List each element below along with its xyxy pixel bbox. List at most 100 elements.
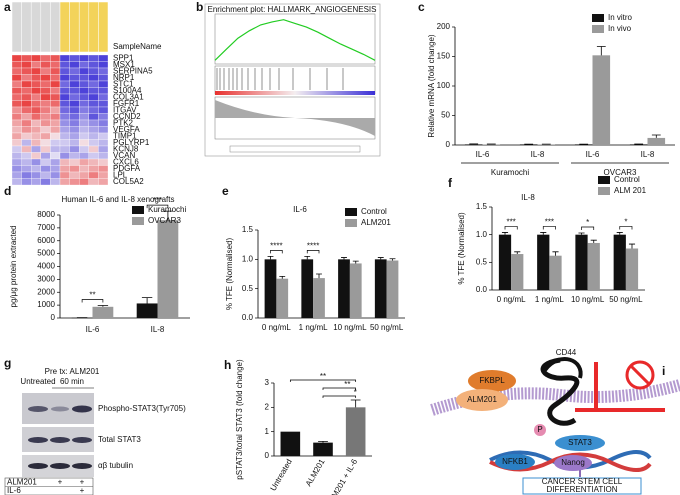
heatmap-cell: [69, 165, 80, 173]
blot-row-mark: +: [80, 486, 85, 495]
gene-label: TIMP1: [113, 131, 137, 140]
legend-strip: [229, 145, 361, 153]
heatmap-cell: [31, 67, 41, 75]
gene-label: COL3A1: [113, 92, 144, 101]
heatmap-cell: [59, 158, 70, 166]
heatmap-cell: [31, 126, 41, 134]
panel-label: i: [662, 364, 665, 378]
blot-row-mark: +: [58, 478, 63, 487]
legend-swatch: [132, 217, 144, 225]
heatmap-cell: [40, 145, 51, 153]
heatmap-cell: [79, 106, 89, 114]
y-axis-label: % TFE (Normalised): [225, 238, 234, 311]
heatmap-cell: [40, 54, 51, 62]
gene-label: S100A4: [113, 86, 142, 95]
heatmap-cell: [40, 61, 51, 69]
blot-column: 60 min: [60, 377, 84, 386]
heatmap-cell: [98, 178, 109, 186]
bar: [264, 259, 277, 318]
y-axis-label: Relative mRNA (fold change): [427, 34, 436, 137]
significance-bracket: [322, 387, 357, 391]
heatmap-cell: [11, 165, 22, 173]
bar: [574, 144, 593, 145]
x-tick-label: 0 ng/mL: [497, 295, 526, 304]
gene-label: VCAN: [113, 151, 135, 160]
heatmap-cell: [50, 74, 61, 82]
protein-label: FKBPL: [479, 376, 505, 385]
y-tick-label: 2000: [37, 287, 55, 296]
heatmap-cell: [98, 106, 109, 114]
pathway-diagram: [430, 357, 680, 495]
heatmap-cell: [59, 93, 70, 101]
heatmap-cell: [88, 152, 99, 160]
chart-title: Enrichment plot: HALLMARK_ANGIOGENESIS: [208, 5, 377, 14]
heatmap-cell: [40, 80, 51, 88]
sample-header: [50, 1, 61, 53]
error-bar: [377, 257, 384, 260]
x-tick-label: IL-6: [476, 150, 490, 159]
heatmap-cell: [79, 54, 89, 62]
heatmap-cell: [59, 100, 70, 108]
gene-label: SERPINA5: [113, 66, 153, 75]
y-tick-label: 3: [265, 378, 270, 387]
heatmap-cell: [50, 152, 61, 160]
blot-image: [4, 393, 94, 495]
error-bar: [341, 257, 347, 260]
heatmap-cell: [98, 165, 109, 173]
heatmap-cell: [88, 80, 99, 88]
error-bar: [267, 255, 274, 260]
error-bar: [616, 232, 623, 235]
heatmap-cell: [59, 152, 70, 160]
significance-label: ****: [307, 242, 319, 251]
heatmap-cell: [88, 119, 99, 127]
error-bar: [141, 297, 153, 304]
protein-label: ALM201: [467, 395, 497, 404]
x-tick-label: IL-8: [531, 150, 545, 159]
panel-label: e: [222, 184, 229, 198]
legend-swatch: [592, 14, 604, 22]
sample-label: SampleName: [113, 42, 162, 51]
bar: [587, 242, 600, 290]
error-bar: [318, 441, 328, 443]
heatmap-cell: [88, 145, 99, 153]
heatmap-cell: [79, 74, 89, 82]
heatmap-cell: [21, 87, 32, 95]
heatmap-cell: [88, 93, 99, 101]
heatmap-cell: [11, 54, 22, 62]
significance-bracket: [504, 226, 518, 230]
y-tick-label: 1.5: [242, 225, 254, 234]
heatmap-cell: [88, 139, 99, 147]
bar: [280, 431, 301, 456]
bar: [575, 234, 588, 290]
heatmap-cell: [98, 126, 109, 134]
heatmap-cell: [59, 54, 70, 62]
heatmap-cell: [59, 87, 70, 95]
heatmap-cell: [88, 158, 99, 166]
significance-bracket: [306, 250, 320, 254]
heatmap-cell: [21, 93, 32, 101]
heatmap-cell: [50, 61, 61, 69]
heatmap-cell: [50, 119, 61, 127]
heatmap-cell: [50, 80, 61, 88]
heatmap-cell: [50, 67, 61, 75]
y-tick-label: 3000: [37, 274, 55, 283]
heatmap-cell: [50, 93, 61, 101]
error-bar: [97, 305, 109, 307]
bar: [629, 144, 648, 145]
significance-label: ***: [153, 196, 162, 205]
bar: [313, 278, 325, 318]
heatmap-cell: [21, 54, 32, 62]
heatmap-cell: [88, 74, 99, 82]
heatmap-cell: [98, 87, 109, 95]
y-tick-label: 0.5: [242, 284, 254, 293]
outcome-label: DIFFERENTIATION: [547, 485, 618, 494]
heatmap-cell: [21, 100, 32, 108]
bar: [338, 259, 350, 318]
gene-label: FGFR1: [113, 99, 140, 108]
heatmap-cell: [79, 152, 89, 160]
error-bar: [350, 399, 361, 408]
heatmap-cell: [11, 87, 22, 95]
heatmap-cell: [98, 158, 109, 166]
heatmap-cell: [98, 171, 109, 179]
heatmap-cell: [11, 61, 22, 69]
